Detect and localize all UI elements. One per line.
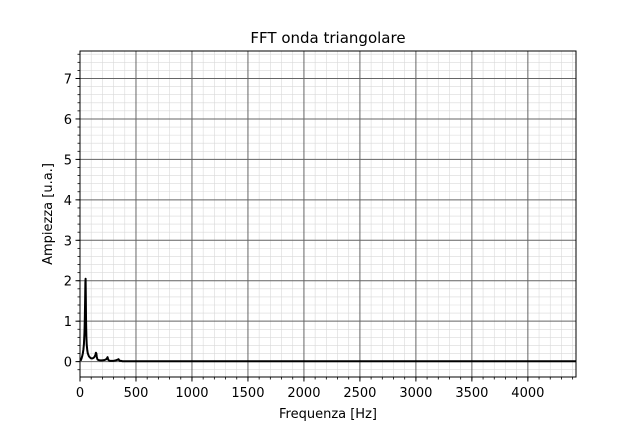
- series-line: [79, 277, 576, 363]
- y-tick-label: 0: [64, 356, 72, 371]
- major-grid: [79, 51, 576, 377]
- x-tick-label: 2000: [287, 386, 320, 401]
- x-axis-label: Frequenza [Hz]: [279, 407, 377, 422]
- x-tick-label: 1500: [231, 386, 264, 401]
- chart-title: FFT onda triangolare: [250, 29, 405, 47]
- y-tick-label: 6: [64, 113, 72, 128]
- y-tick-label: 3: [64, 234, 72, 249]
- x-tick-label: 0: [76, 386, 84, 401]
- y-axis: 0 1 2 3 4 5 6 7: [64, 53, 80, 371]
- x-tick-label: 1000: [175, 386, 208, 401]
- x-tick-label: 500: [124, 386, 149, 401]
- x-tick-label: 4000: [511, 386, 544, 401]
- y-tick-label: 1: [64, 315, 72, 330]
- y-axis-label: Ampiezza [u.a.]: [41, 163, 56, 265]
- y-tick-label: 2: [64, 275, 72, 290]
- plot-frame: [79, 50, 577, 378]
- x-tick-label: 3500: [455, 386, 488, 401]
- y-tick-label: 7: [64, 73, 72, 88]
- x-tick-label: 3000: [399, 386, 432, 401]
- x-tick-label: 2500: [343, 386, 376, 401]
- y-tick-label: 5: [64, 153, 72, 168]
- x-axis: 0 500 1000 1500 2000 2500 3000 3500 4000: [76, 377, 574, 401]
- minor-grid: [79, 51, 576, 377]
- y-tick-label: 4: [64, 194, 72, 209]
